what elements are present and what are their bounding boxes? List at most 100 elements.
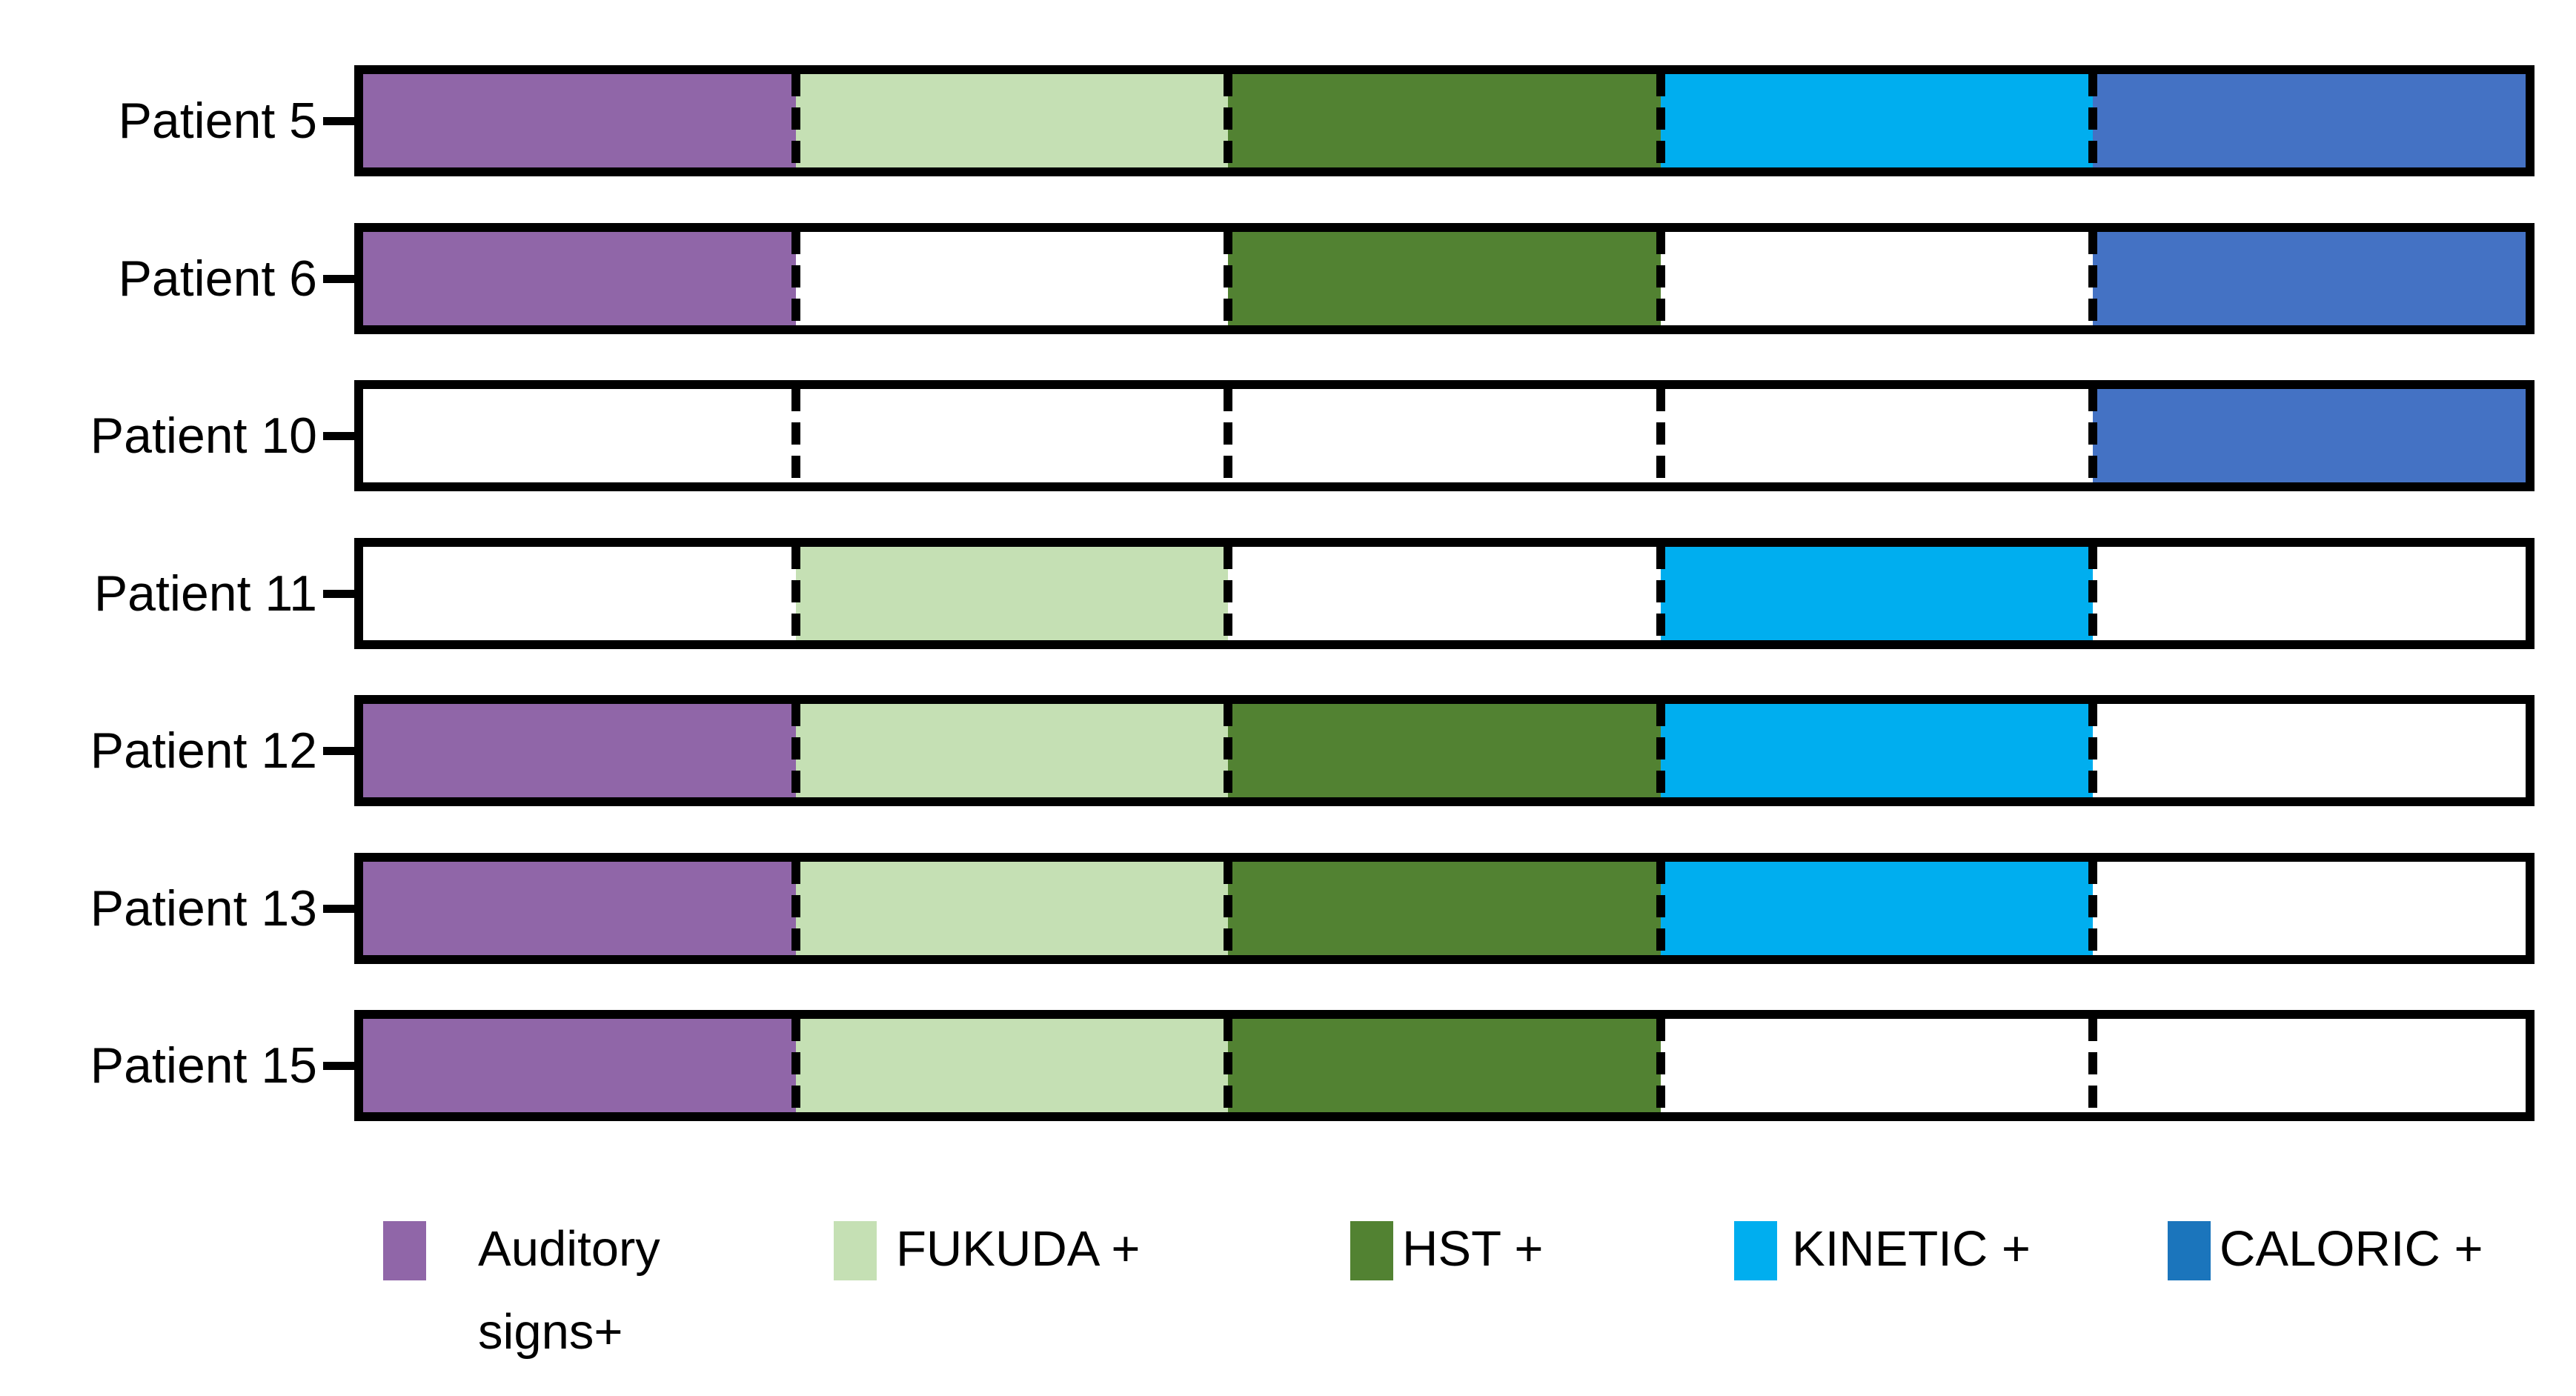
patient-row-patient-5: Patient 5 xyxy=(0,65,2576,176)
segment-divider-dashed xyxy=(2088,861,2098,955)
legend-swatch-kinetic-plus xyxy=(1734,1221,1777,1280)
row-label-patient-11: Patient 11 xyxy=(93,565,317,622)
segment-divider-dashed xyxy=(2088,231,2098,325)
segment-divider-dashed xyxy=(1656,704,1665,797)
segment-divider-dashed xyxy=(1224,1019,1233,1112)
segment-divider-dashed xyxy=(1224,74,1233,167)
patient-row-patient-15: Patient 15 xyxy=(0,1010,2576,1121)
segment-hst-plus-negative xyxy=(1228,546,1661,640)
segment-fukuda-plus-positive xyxy=(795,861,1229,955)
segment-divider-dashed xyxy=(1224,704,1233,797)
segment-divider-dashed xyxy=(791,1019,800,1112)
axis-tick xyxy=(323,274,356,283)
segment-divider-dashed xyxy=(2088,546,2098,640)
segment-auditory-signsplus-negative xyxy=(363,546,796,640)
patient-bar-patient-5 xyxy=(354,65,2534,176)
patient-row-patient-11: Patient 11 xyxy=(0,537,2576,649)
legend-item-kinetic-plus: KINETIC + xyxy=(1734,1221,2031,1291)
segment-kinetic-plus-negative xyxy=(1660,389,2094,482)
segment-divider-dashed xyxy=(1656,389,1665,482)
segment-hst-plus-positive xyxy=(1228,231,1661,325)
segment-auditory-signsplus-positive xyxy=(363,861,796,955)
row-label-patient-13: Patient 13 xyxy=(90,880,317,937)
segment-caloric-plus-negative xyxy=(2093,1019,2526,1112)
legend-swatch-caloric-plus xyxy=(2168,1221,2211,1280)
legend-label-hst-plus: HST + xyxy=(1402,1221,1544,1277)
patient-bar-patient-15 xyxy=(354,1010,2534,1121)
axis-tick xyxy=(323,904,356,913)
segment-divider-dashed xyxy=(1224,231,1233,325)
segment-divider-dashed xyxy=(2088,74,2098,167)
segment-divider-dashed xyxy=(1656,546,1665,640)
patient-row-patient-13: Patient 13 xyxy=(0,852,2576,964)
patient-row-patient-10: Patient 10 xyxy=(0,380,2576,491)
segment-hst-plus-positive xyxy=(1228,74,1661,167)
axis-tick xyxy=(323,747,356,755)
segment-auditory-signsplus-positive xyxy=(363,704,796,797)
legend-item-caloric-plus: CALORIC + xyxy=(2168,1221,2483,1291)
segment-divider-dashed xyxy=(791,74,800,167)
segment-kinetic-plus-positive xyxy=(1660,546,2094,640)
segment-divider-dashed xyxy=(1656,74,1665,167)
patient-bar-patient-13 xyxy=(354,852,2534,964)
legend-swatch-auditory-signsplus xyxy=(383,1221,426,1280)
segment-auditory-signsplus-positive xyxy=(363,231,796,325)
legend-label-kinetic-plus: KINETIC + xyxy=(1792,1221,2031,1277)
segment-divider-dashed xyxy=(2088,1019,2098,1112)
patient-bar-patient-10 xyxy=(354,380,2534,491)
axis-tick xyxy=(323,432,356,440)
segment-caloric-plus-positive xyxy=(2093,231,2526,325)
segment-divider-dashed xyxy=(1656,861,1665,955)
legend-swatch-hst-plus xyxy=(1350,1221,1393,1280)
segment-kinetic-plus-negative xyxy=(1660,231,2094,325)
segment-divider-dashed xyxy=(1656,231,1665,325)
segment-auditory-signsplus-negative xyxy=(363,389,796,482)
segment-hst-plus-positive xyxy=(1228,704,1661,797)
axis-tick xyxy=(323,1062,356,1070)
segment-divider-dashed xyxy=(791,231,800,325)
segment-fukuda-plus-positive xyxy=(795,1019,1229,1112)
segment-caloric-plus-negative xyxy=(2093,704,2526,797)
segment-divider-dashed xyxy=(791,704,800,797)
segment-hst-plus-negative xyxy=(1228,389,1661,482)
legend-label-auditory-signsplus: Auditory signs+ xyxy=(478,1221,660,1360)
axis-tick xyxy=(323,589,356,598)
segment-auditory-signsplus-positive xyxy=(363,74,796,167)
segment-fukuda-plus-positive xyxy=(795,704,1229,797)
segment-caloric-plus-positive xyxy=(2093,389,2526,482)
segment-caloric-plus-negative xyxy=(2093,546,2526,640)
legend-label-caloric-plus: CALORIC + xyxy=(2220,1221,2483,1277)
segment-kinetic-plus-positive xyxy=(1660,74,2094,167)
axis-tick xyxy=(323,117,356,125)
row-label-patient-12: Patient 12 xyxy=(90,722,317,779)
legend-label-fukuda-plus: FUKUDA + xyxy=(896,1221,1141,1277)
segment-divider-dashed xyxy=(791,389,800,482)
segment-kinetic-plus-positive xyxy=(1660,861,2094,955)
segment-auditory-signsplus-positive xyxy=(363,1019,796,1112)
legend-item-fukuda-plus: FUKUDA + xyxy=(834,1221,1141,1291)
segment-fukuda-plus-positive xyxy=(795,74,1229,167)
legend-swatch-fukuda-plus xyxy=(834,1221,877,1280)
segment-caloric-plus-negative xyxy=(2093,861,2526,955)
patient-row-patient-6: Patient 6 xyxy=(0,222,2576,334)
segment-hst-plus-positive xyxy=(1228,861,1661,955)
segment-divider-dashed xyxy=(1224,389,1233,482)
segment-kinetic-plus-negative xyxy=(1660,1019,2094,1112)
patient-bar-patient-6 xyxy=(354,222,2534,334)
row-label-patient-15: Patient 15 xyxy=(90,1037,317,1094)
segment-fukuda-plus-positive xyxy=(795,546,1229,640)
segment-divider-dashed xyxy=(2088,389,2098,482)
patient-row-patient-12: Patient 12 xyxy=(0,695,2576,806)
segment-kinetic-plus-positive xyxy=(1660,704,2094,797)
segment-divider-dashed xyxy=(1224,861,1233,955)
segment-divider-dashed xyxy=(791,861,800,955)
segment-divider-dashed xyxy=(1224,546,1233,640)
segment-fukuda-plus-negative xyxy=(795,389,1229,482)
legend-item-hst-plus: HST + xyxy=(1350,1221,1544,1291)
segment-fukuda-plus-negative xyxy=(795,231,1229,325)
patient-bar-patient-11 xyxy=(354,537,2534,649)
row-label-patient-5: Patient 5 xyxy=(118,93,317,149)
segment-caloric-plus-positive xyxy=(2093,74,2526,167)
segment-divider-dashed xyxy=(1656,1019,1665,1112)
